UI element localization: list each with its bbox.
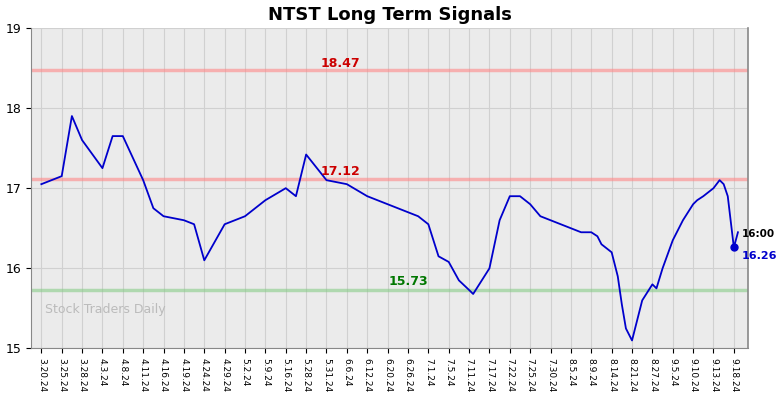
Text: 16:00: 16:00: [742, 230, 775, 240]
Text: 15.73: 15.73: [388, 275, 428, 288]
Text: 16.26: 16.26: [742, 252, 778, 261]
Text: 18.47: 18.47: [321, 57, 361, 70]
Title: NTST Long Term Signals: NTST Long Term Signals: [267, 6, 512, 23]
Text: 17.12: 17.12: [321, 165, 361, 178]
Text: Stock Traders Daily: Stock Traders Daily: [45, 303, 166, 316]
